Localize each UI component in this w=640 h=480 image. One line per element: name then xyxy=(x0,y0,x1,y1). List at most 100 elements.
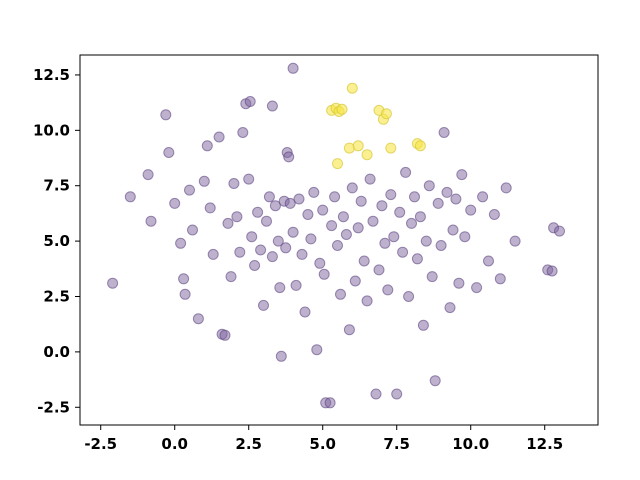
data-point-cluster-purple xyxy=(187,224,198,236)
data-point-cluster-purple xyxy=(394,206,406,218)
data-point-cluster-yellow xyxy=(361,149,373,161)
x-tick-label: 0.0 xyxy=(161,435,188,453)
data-point-cluster-purple xyxy=(361,295,373,307)
data-point-cluster-purple xyxy=(382,284,394,296)
data-point-cluster-purple xyxy=(417,319,429,331)
data-point-cluster-purple xyxy=(546,265,558,277)
data-point-cluster-purple xyxy=(364,173,376,185)
y-tick-label: 2.5 xyxy=(43,287,70,305)
data-point-cluster-purple xyxy=(444,302,456,314)
data-point-cluster-purple xyxy=(284,197,296,209)
y-tick-label: -2.5 xyxy=(37,398,70,416)
data-point-cluster-yellow xyxy=(352,140,364,152)
data-point-cluster-purple xyxy=(231,211,243,223)
data-point-cluster-purple xyxy=(204,202,216,214)
data-point-cluster-purple xyxy=(237,127,249,138)
data-point-cluster-purple xyxy=(414,211,426,223)
data-point-cluster-purple xyxy=(169,197,181,209)
data-point-cluster-purple xyxy=(213,131,225,143)
data-point-cluster-purple xyxy=(447,224,459,236)
data-point-cluster-purple xyxy=(411,253,423,265)
data-point-cluster-purple xyxy=(219,329,231,341)
data-point-cluster-purple xyxy=(275,350,287,362)
data-point-cluster-purple xyxy=(293,193,305,205)
data-point-cluster-yellow xyxy=(332,158,343,170)
data-point-cluster-purple xyxy=(483,255,494,267)
data-point-cluster-purple xyxy=(280,242,292,254)
data-point-cluster-purple xyxy=(471,282,483,294)
data-point-cluster-purple xyxy=(426,271,438,283)
data-point-cluster-purple xyxy=(385,189,397,201)
data-point-cluster-purple xyxy=(450,193,462,205)
data-point-cluster-purple xyxy=(456,169,468,181)
data-point-cluster-purple xyxy=(494,273,506,285)
data-point-cluster-purple xyxy=(261,215,272,227)
data-point-cluster-purple xyxy=(318,268,330,280)
data-point-cluster-purple xyxy=(326,220,338,232)
data-point-cluster-purple xyxy=(391,388,403,400)
y-tick-label: 5.0 xyxy=(43,232,70,250)
data-point-cluster-purple xyxy=(308,186,320,198)
data-point-cluster-purple xyxy=(500,182,512,194)
data-point-cluster-purple xyxy=(438,127,450,138)
data-point-cluster-purple xyxy=(244,96,256,107)
data-point-cluster-purple xyxy=(441,186,453,198)
data-point-cluster-purple xyxy=(370,388,382,400)
data-point-cluster-purple xyxy=(272,235,284,247)
data-point-cluster-purple xyxy=(184,184,195,196)
x-tick-label: 7.5 xyxy=(383,435,410,453)
y-tick-label: 10.0 xyxy=(33,121,70,139)
x-tick-label: 5.0 xyxy=(309,435,336,453)
data-point-cluster-purple xyxy=(349,275,361,287)
data-point-cluster-purple xyxy=(477,191,489,203)
data-point-cluster-purple xyxy=(379,237,391,249)
data-point-cluster-purple xyxy=(160,109,172,121)
data-point-cluster-purple xyxy=(388,231,400,243)
data-point-cluster-purple xyxy=(314,257,326,269)
data-point-cluster-purple xyxy=(403,291,415,302)
data-point-cluster-purple xyxy=(367,215,379,227)
data-point-cluster-purple xyxy=(329,191,341,203)
data-point-cluster-purple xyxy=(234,246,246,258)
data-point-cluster-purple xyxy=(332,240,343,251)
data-point-cluster-yellow xyxy=(336,103,348,115)
data-point-cluster-purple xyxy=(429,375,441,387)
x-tick-label: 10.0 xyxy=(452,435,489,453)
x-tick-label: 12.5 xyxy=(526,435,563,453)
data-point-cluster-purple xyxy=(258,299,269,311)
y-tick-label: 7.5 xyxy=(43,177,70,195)
data-point-cluster-purple xyxy=(246,231,258,243)
data-point-cluster-purple xyxy=(274,282,286,294)
data-point-cluster-purple xyxy=(175,237,187,249)
x-tick-label: -2.5 xyxy=(84,435,117,453)
data-point-cluster-purple xyxy=(423,180,435,192)
data-point-cluster-purple xyxy=(145,215,157,227)
data-point-cluster-purple xyxy=(373,264,385,276)
data-point-cluster-purple xyxy=(335,288,346,300)
data-point-cluster-purple xyxy=(266,100,278,112)
data-point-cluster-purple xyxy=(340,229,352,240)
data-point-cluster-purple xyxy=(107,277,119,289)
data-point-cluster-purple xyxy=(201,140,213,152)
data-point-cluster-purple xyxy=(287,62,299,74)
data-point-cluster-purple xyxy=(124,191,136,203)
data-point-cluster-purple xyxy=(453,277,465,289)
data-point-cluster-purple xyxy=(296,248,308,260)
data-point-cluster-purple xyxy=(243,173,255,185)
data-point-cluster-purple xyxy=(554,225,565,237)
data-point-cluster-purple xyxy=(225,271,237,283)
data-point-cluster-purple xyxy=(488,209,500,220)
data-point-cluster-purple xyxy=(269,200,281,212)
data-point-cluster-purple xyxy=(400,166,412,178)
y-tick-label: 12.5 xyxy=(33,66,70,84)
data-point-cluster-purple xyxy=(343,324,355,336)
data-point-cluster-purple xyxy=(355,195,367,207)
data-point-cluster-purple xyxy=(435,240,447,251)
data-point-cluster-purple xyxy=(299,306,311,318)
data-point-cluster-purple xyxy=(255,244,267,256)
data-point-cluster-purple xyxy=(198,175,210,187)
data-point-cluster-purple xyxy=(459,231,471,243)
data-point-cluster-purple xyxy=(283,151,295,163)
data-point-cluster-purple xyxy=(432,197,444,209)
